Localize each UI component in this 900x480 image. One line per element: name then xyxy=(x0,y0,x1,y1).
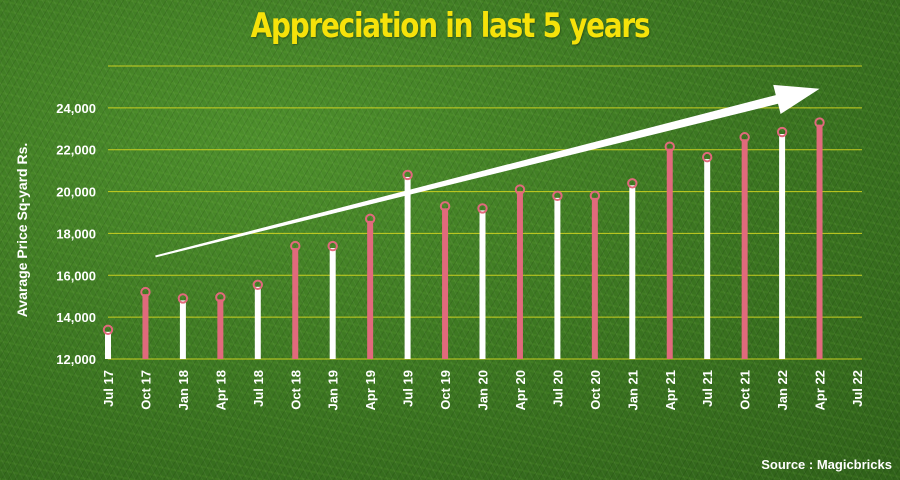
x-tick-label: Jul 18 xyxy=(251,370,266,407)
x-tick-label: Apr 21 xyxy=(663,370,678,410)
bar xyxy=(554,197,561,359)
bar-marker xyxy=(552,190,563,202)
x-tick-label: Oct 18 xyxy=(288,370,303,410)
y-tick-label: 16,000 xyxy=(56,268,96,283)
bar xyxy=(179,300,186,359)
bar xyxy=(142,294,149,359)
y-tick-label: 22,000 xyxy=(56,143,96,158)
y-axis-label: Avarage Price Sq-yard Rs. xyxy=(14,142,30,318)
bar xyxy=(816,124,823,359)
x-tick-label: Jan 20 xyxy=(476,370,491,410)
x-tick-label: Jan 21 xyxy=(625,370,640,410)
chart-title: Appreciation in last 5 years xyxy=(250,6,651,46)
bar xyxy=(404,176,411,359)
bar-marker xyxy=(477,203,488,214)
x-tick-label: Jan 22 xyxy=(775,370,790,410)
y-tick-label: 24,000 xyxy=(56,101,96,116)
bar-marker xyxy=(589,190,601,202)
bar-marker xyxy=(627,178,638,189)
bar-marker xyxy=(776,126,788,138)
x-tick-label: Jan 18 xyxy=(176,370,191,410)
x-tick-label: Jul 22 xyxy=(850,370,865,407)
x-tick-label: Apr 20 xyxy=(513,370,528,410)
bar xyxy=(629,185,636,359)
bar-marker xyxy=(327,240,338,252)
x-tick-label: Jan 19 xyxy=(326,370,341,410)
bar xyxy=(292,248,299,359)
bar xyxy=(591,197,598,359)
bar-marker xyxy=(439,201,451,212)
bar-marker xyxy=(252,279,263,290)
x-tick-label: Jul 19 xyxy=(401,370,416,407)
bar xyxy=(779,134,786,359)
x-tick-label: Jul 17 xyxy=(101,370,116,407)
x-tick-label: Oct 19 xyxy=(438,370,453,410)
bar xyxy=(217,299,224,359)
bar xyxy=(254,286,261,359)
bar-marker xyxy=(215,292,226,303)
x-tick-label: Apr 22 xyxy=(813,370,828,410)
bar xyxy=(666,148,673,359)
x-tick-label: Oct 17 xyxy=(138,370,153,410)
bar xyxy=(367,220,374,359)
bar-marker xyxy=(140,286,151,298)
bar-marker xyxy=(290,240,301,252)
bar-marker xyxy=(364,213,376,225)
trend-arrow xyxy=(155,84,820,258)
bar xyxy=(105,331,111,359)
bar-marker xyxy=(514,184,526,195)
bar-marker xyxy=(702,151,713,163)
x-tick-label: Apr 18 xyxy=(213,370,228,410)
y-tick-label: 20,000 xyxy=(56,185,96,200)
bar xyxy=(741,139,748,359)
bar-marker xyxy=(177,293,189,304)
bar-marker xyxy=(102,324,114,335)
x-tick-label: Jul 21 xyxy=(700,370,715,407)
source-credit: Source : Magicbricks xyxy=(761,457,892,472)
x-tick-label: Oct 21 xyxy=(738,370,753,410)
x-tick-label: Apr 19 xyxy=(363,370,378,410)
bar xyxy=(704,159,711,359)
y-tick-label: 18,000 xyxy=(56,226,96,241)
x-tick-label: Oct 20 xyxy=(588,370,603,410)
bar-marker xyxy=(402,169,413,181)
x-tick-label: Jul 20 xyxy=(550,370,565,407)
y-tick-label: 12,000 xyxy=(56,352,96,367)
bar xyxy=(479,210,486,359)
bar-marker xyxy=(664,141,675,152)
bar xyxy=(329,248,336,359)
y-tick-label: 14,000 xyxy=(56,310,96,325)
bar xyxy=(442,208,449,359)
bar xyxy=(516,191,523,359)
bar-marker xyxy=(739,132,750,143)
bar-marker xyxy=(814,117,825,128)
